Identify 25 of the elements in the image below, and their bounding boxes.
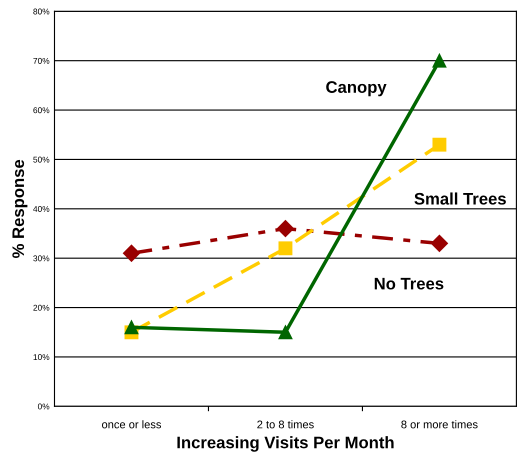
series-label: Canopy <box>326 81 387 96</box>
y-tick-label: 40% <box>33 206 50 212</box>
point <box>278 325 292 340</box>
x-tick-label: 2 to 8 times <box>257 420 314 428</box>
y-tick-label: 60% <box>33 107 50 114</box>
series-label: Small Trees <box>414 192 506 205</box>
point <box>276 220 294 238</box>
series-label: No Trees <box>374 278 444 290</box>
x-axis-title: Increasing Visits Per Month <box>177 436 394 452</box>
y-tick-label: 50% <box>33 156 50 163</box>
y-tick-label: 70% <box>33 58 50 64</box>
point <box>430 234 448 252</box>
y-tick-label: 30% <box>33 255 50 262</box>
x-tick-label: 8 or more times <box>401 420 478 428</box>
y-tick-label: 20% <box>33 304 50 311</box>
point <box>122 244 140 262</box>
point <box>432 54 446 68</box>
point <box>124 320 138 334</box>
x-tick-label: once or less <box>102 420 162 428</box>
y-axis-title: % Response <box>12 160 28 258</box>
point <box>278 241 292 256</box>
y-tick-label: 0% <box>38 404 50 410</box>
y-tick-label: 10% <box>34 354 50 360</box>
point <box>432 138 446 152</box>
y-tick-label: 80% <box>33 8 50 14</box>
